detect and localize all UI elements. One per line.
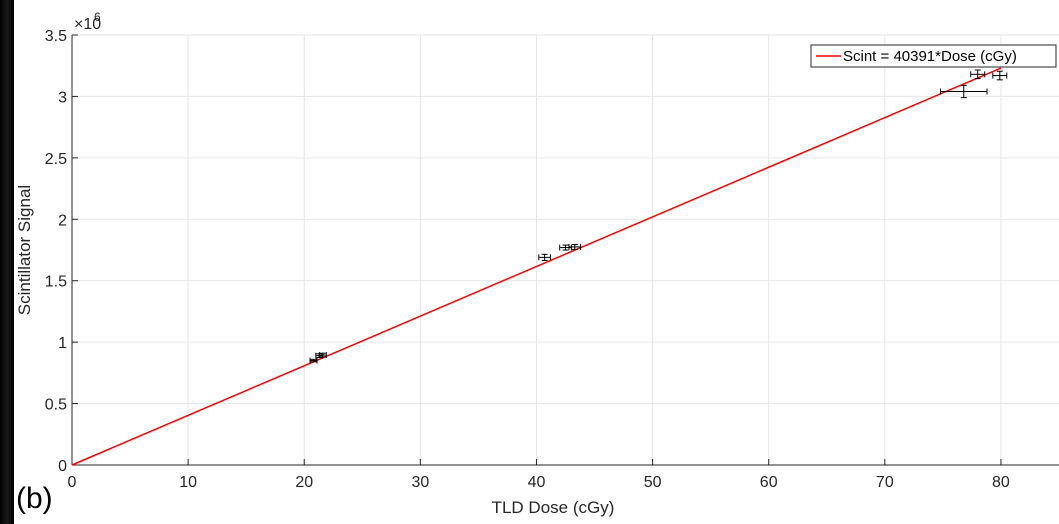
y-tick-label: 2 xyxy=(58,212,67,229)
x-tick-label: 50 xyxy=(644,474,662,491)
data-point xyxy=(940,84,988,99)
y-exponent-power: 6 xyxy=(94,10,101,24)
data-point xyxy=(309,357,318,364)
x-tick-label: 80 xyxy=(992,474,1010,491)
left-dark-border xyxy=(0,0,14,524)
y-tick-label: 1 xyxy=(58,335,67,352)
x-tick-label: 30 xyxy=(411,474,429,491)
y-axis-title: Scintillator Signal xyxy=(15,185,34,315)
x-tick-label: 20 xyxy=(295,474,313,491)
y-exponent-label: ×10 xyxy=(74,16,101,33)
y-tick-label: 2.5 xyxy=(45,151,67,168)
y-tick-label: 0.5 xyxy=(45,397,67,414)
x-tick-label: 0 xyxy=(68,474,77,491)
x-tick-label: 40 xyxy=(528,474,546,491)
y-tick-label: 3 xyxy=(58,89,67,106)
data-point xyxy=(970,69,986,80)
x-tick-label: 10 xyxy=(179,474,197,491)
legend-label: Scint = 40391*Dose (cGy) xyxy=(843,48,1017,65)
panel-label: (b) xyxy=(16,482,53,515)
y-tick-label: 0 xyxy=(58,458,67,475)
x-tick-label: 70 xyxy=(876,474,894,491)
x-tick-label: 60 xyxy=(760,474,778,491)
legend-box xyxy=(810,44,1057,68)
y-tick-label: 3.5 xyxy=(45,28,67,45)
y-tick-label: 1.5 xyxy=(45,274,67,291)
data-point xyxy=(538,253,551,261)
x-axis-title: TLD Dose (cGy) xyxy=(492,498,615,517)
data-point xyxy=(568,243,582,250)
data-point xyxy=(318,352,327,359)
fit-line xyxy=(71,67,1002,466)
data-point xyxy=(992,70,1008,81)
